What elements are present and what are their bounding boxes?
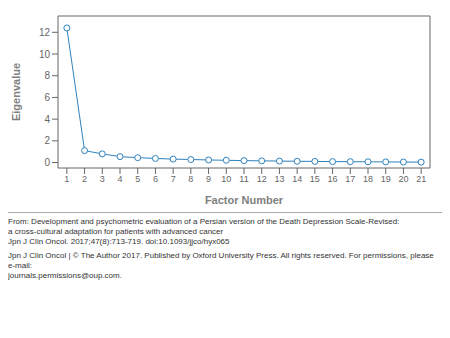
svg-text:3: 3 (100, 174, 105, 184)
svg-text:9: 9 (206, 174, 211, 184)
html-text:Jpn J Clin Oncol. 2017;47(8):7: Jpn J Clin Oncol. 2017;47(8):713-719. do… (8, 237, 230, 246)
svg-text:17: 17 (345, 174, 355, 184)
svg-text:20: 20 (398, 174, 408, 184)
svg-text:6: 6 (153, 174, 158, 184)
html-text:journals.permissions@oup.com.: journals.permissions@oup.com. (8, 271, 122, 280)
html-text:From: Development and psychome: From: Development and psychometric evalu… (8, 217, 400, 226)
svg-text:1: 1 (64, 174, 69, 184)
svg-text:4: 4 (117, 174, 122, 184)
svg-text:12: 12 (257, 174, 267, 184)
html-text:Jpn J Clin Oncol | © The Autho: Jpn J Clin Oncol | © The Author 2017. Pu… (8, 251, 434, 270)
svg-text:10: 10 (39, 49, 51, 60)
svg-text:0: 0 (44, 157, 50, 168)
svg-text:5: 5 (135, 174, 140, 184)
html-text:a cross-cultural adaptation fo: a cross-cultural adaptation for patients… (8, 227, 224, 236)
svg-text:21: 21 (416, 174, 426, 184)
svg-text:Eigenvalue: Eigenvalue (10, 63, 22, 121)
svg-text:15: 15 (310, 174, 320, 184)
svg-text:8: 8 (44, 70, 50, 81)
svg-text:12: 12 (39, 27, 51, 38)
svg-text:19: 19 (381, 174, 391, 184)
svg-text:Factor Number: Factor Number (205, 194, 284, 206)
svg-text:13: 13 (274, 174, 284, 184)
svg-text:6: 6 (44, 92, 50, 103)
svg-text:11: 11 (239, 174, 248, 184)
svg-text:18: 18 (363, 174, 373, 184)
svg-text:14: 14 (292, 174, 302, 184)
svg-text:7: 7 (171, 174, 176, 184)
svg-text:2: 2 (44, 135, 50, 146)
svg-text:10: 10 (221, 174, 231, 184)
svg-text:4: 4 (44, 114, 50, 125)
svg-text:8: 8 (188, 174, 193, 184)
svg-text:2: 2 (82, 174, 87, 184)
svg-text:16: 16 (328, 174, 338, 184)
